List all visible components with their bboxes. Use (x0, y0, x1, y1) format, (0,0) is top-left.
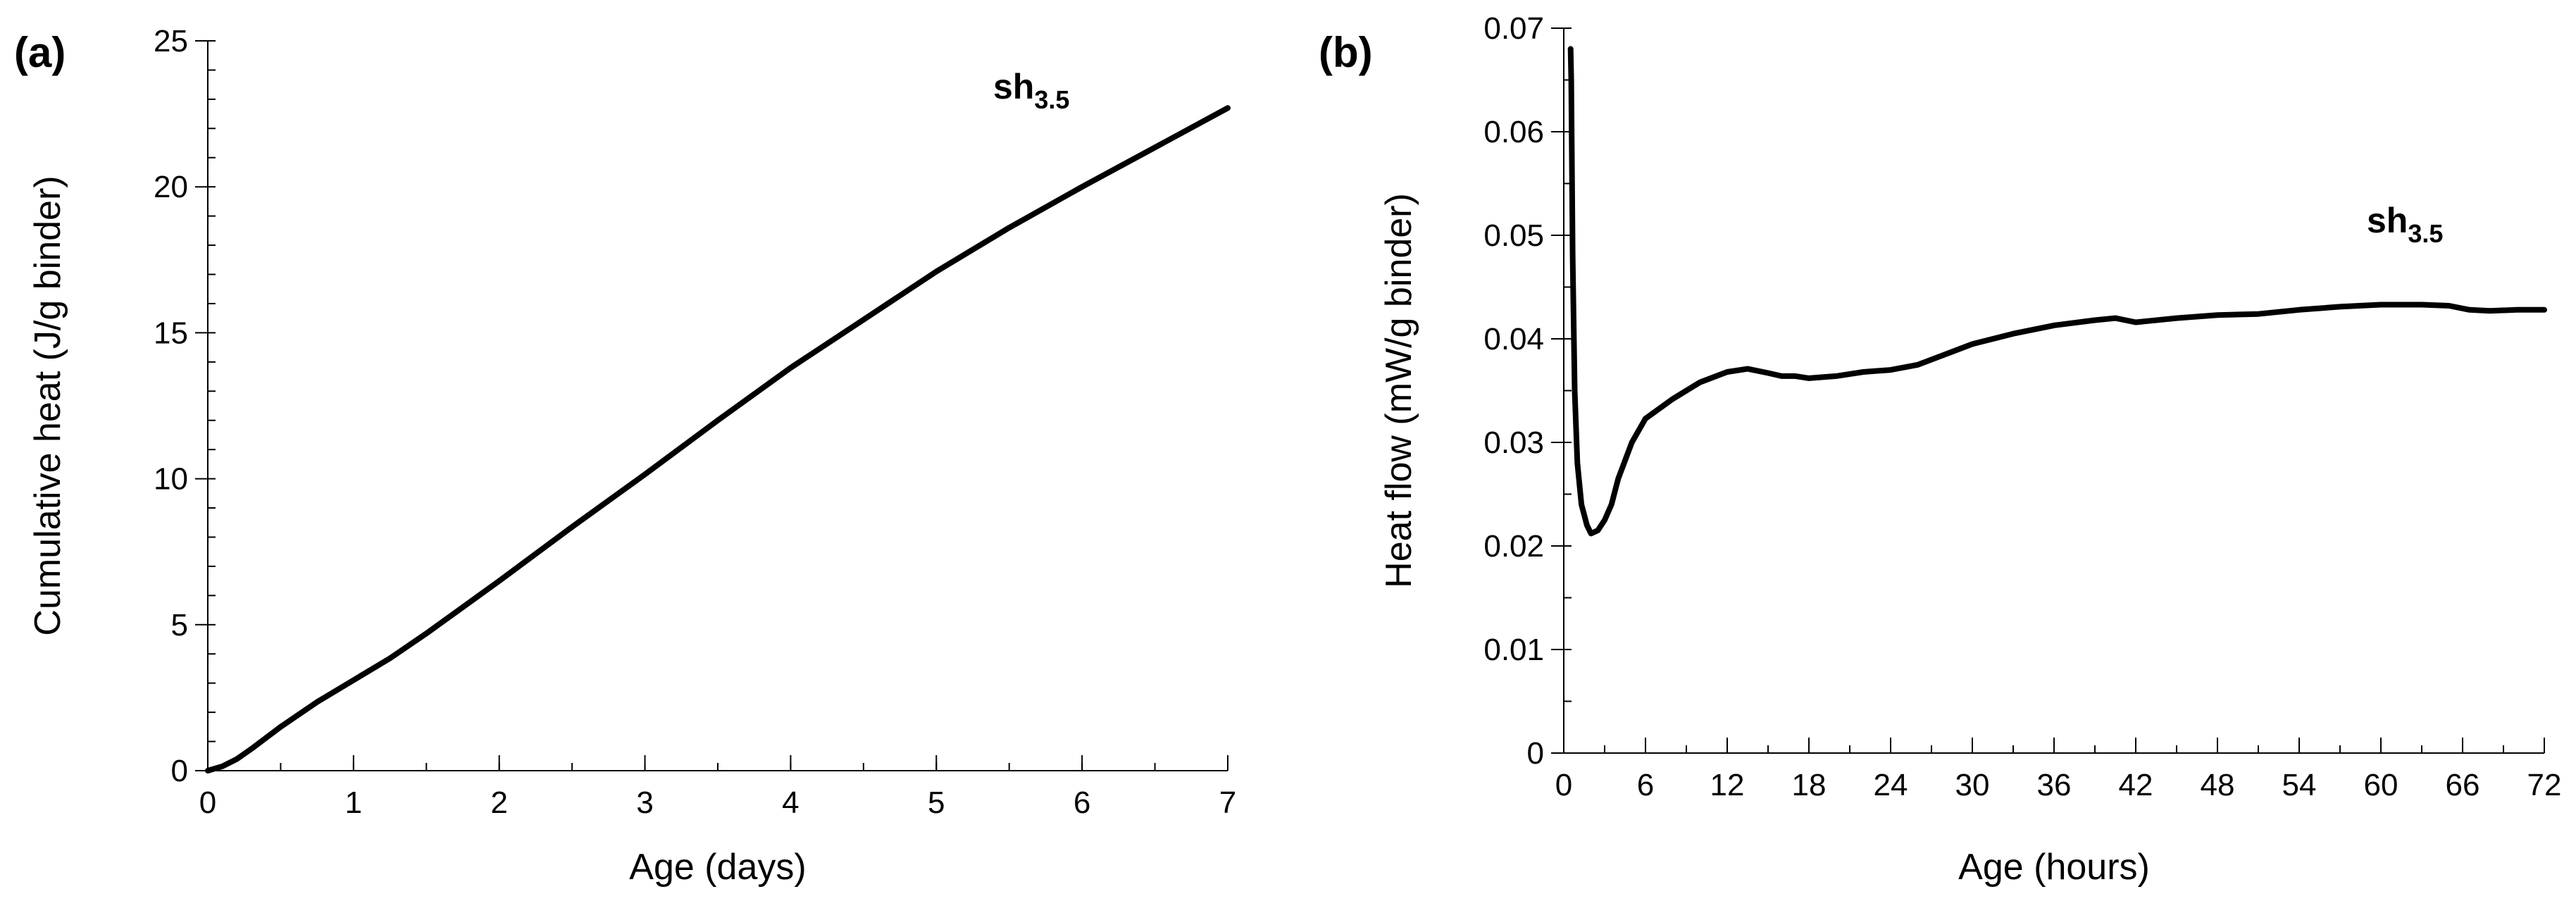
y-tick-label-b: 0.05 (1483, 218, 1544, 253)
x-tick-label-b: 48 (2201, 768, 2235, 802)
x-tick-label-b: 60 (2364, 768, 2398, 802)
y-tick-label-b: 0.03 (1483, 425, 1544, 460)
x-tick-label-b: 72 (2527, 768, 2562, 802)
x-tick-label-a: 3 (636, 785, 653, 820)
y-tick-label-b: 0 (1527, 736, 1544, 771)
x-tick-label-b: 12 (1710, 768, 1745, 802)
y-tick-label-a: 0 (171, 754, 188, 788)
y-tick-label-b: 0.07 (1483, 11, 1544, 46)
x-tick-label-b: 42 (2119, 768, 2153, 802)
x-tick-label-b: 54 (2282, 768, 2317, 802)
y-tick-label-b: 0.01 (1483, 633, 1544, 667)
series-annotation-subscript-a: 3.5 (1034, 85, 1069, 114)
y-axis-title-b: Heat flow (mW/g binder) (1379, 193, 1419, 588)
x-tick-label-b: 36 (2037, 768, 2072, 802)
x-axis-title-b: Age (hours) (1958, 847, 2150, 888)
y-tick-label-a: 15 (154, 316, 188, 350)
chart-panel-a: 0 1 2 3 4 5 6 7 0 5 10 15 20 25 Age (days) Cumulative h… (14, 24, 1236, 888)
x-tick-label-a: 4 (782, 785, 799, 820)
x-tick-label-b: 66 (2446, 768, 2480, 802)
y-tick-label-b: 0.02 (1483, 529, 1544, 564)
x-axis-title-a: Age (days) (629, 847, 806, 888)
y-tick-label-b: 0.06 (1483, 115, 1544, 149)
series-line-a-0 (205, 105, 1231, 773)
x-tick-label-b: 6 (1637, 768, 1654, 802)
x-tick-label-a: 5 (928, 785, 945, 820)
chart-panel-b: 0 6 12 18 24 30 36 42 48 54 60 66 72 0 0.01 0.02 0.03 0.0… (1319, 11, 2561, 888)
x-tick-label-a: 7 (1219, 785, 1236, 820)
panel-label-b: (b) (1319, 29, 1373, 76)
series-annotation-b: sh3.5 (2367, 201, 2443, 248)
series-annotation-subscript-b: 3.5 (2408, 219, 2443, 248)
x-tick-label-b: 24 (1874, 768, 1908, 802)
panel-label-a: (a) (14, 29, 66, 76)
y-tick-label-a: 5 (171, 608, 188, 642)
series-line-b-0 (1567, 46, 2547, 537)
x-tick-label-a: 6 (1074, 785, 1090, 820)
x-tick-label-a: 0 (199, 785, 216, 820)
x-tick-label-a: 2 (490, 785, 507, 820)
y-tick-label-b: 0.04 (1483, 322, 1544, 356)
y-axis-title-a: Cumulative heat (J/g binder) (27, 175, 68, 635)
x-tick-label-b: 18 (1792, 768, 1827, 802)
y-tick-label-a: 25 (154, 24, 188, 58)
series-annotation-a: sh3.5 (993, 67, 1069, 114)
y-tick-label-a: 20 (154, 170, 188, 204)
x-tick-label-a: 1 (345, 785, 362, 820)
x-tick-label-b: 0 (1555, 768, 1572, 802)
x-tick-label-b: 30 (1955, 768, 1990, 802)
y-tick-label-a: 10 (154, 462, 188, 497)
